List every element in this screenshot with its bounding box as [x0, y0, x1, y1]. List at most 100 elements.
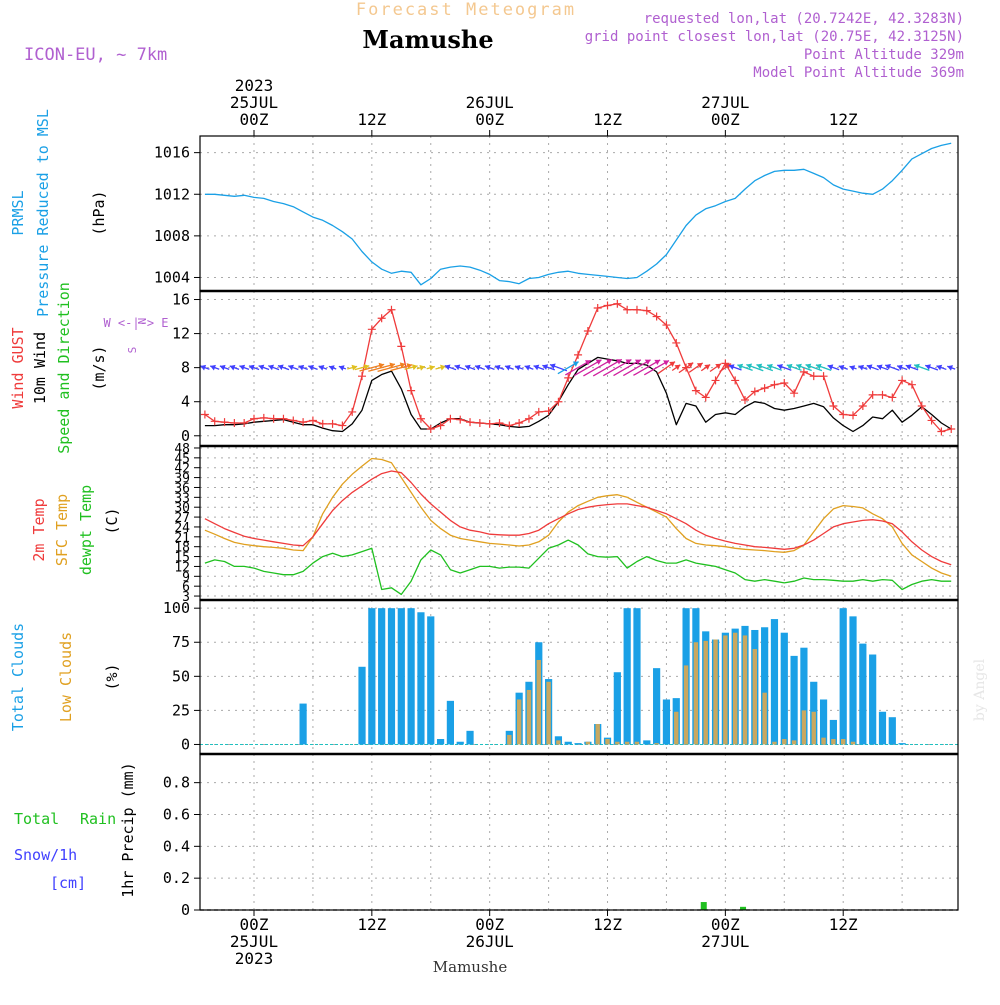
wind-arrow-head — [419, 364, 425, 371]
gust-point — [475, 419, 484, 428]
temp2m-label: 2m Temp — [30, 498, 48, 561]
low-cloud-bar — [811, 711, 816, 745]
wind-arrow — [925, 364, 939, 371]
gust-point — [515, 419, 524, 428]
gust-point — [907, 380, 916, 389]
wind-arrow-head — [663, 360, 669, 366]
pressure-label-long: Pressure Reduced to MSL — [34, 109, 52, 317]
wind-label: 10m Wind — [31, 332, 49, 404]
gust-point — [760, 384, 769, 393]
wind-arrow — [328, 365, 337, 371]
gust-point — [495, 419, 504, 428]
gust-point — [574, 350, 583, 359]
total-cloud-bar — [633, 608, 641, 745]
y-tick-label: 0.6 — [163, 805, 190, 823]
y-tick-label: 25 — [172, 701, 190, 719]
total-cloud-bar — [378, 608, 386, 745]
gust-point — [731, 376, 740, 385]
gust-point — [220, 418, 229, 427]
wind-arrow-head — [572, 361, 579, 367]
gust-point — [868, 390, 877, 399]
bottom-time-label: 26JUL — [466, 932, 514, 951]
total-cloud-bar — [829, 719, 837, 745]
wind-arrow-shaft — [623, 359, 651, 377]
wind-arrow — [657, 361, 676, 375]
wind-arrow-shaft — [583, 358, 613, 377]
total-cloud-bar — [623, 608, 631, 745]
wind-arrow-head — [412, 364, 418, 371]
wind-arrow — [474, 364, 486, 371]
model-label: ICON-EU, ~ 7km — [24, 45, 167, 65]
gust-point — [358, 372, 367, 381]
wind-arrow-shaft — [613, 359, 642, 377]
y-tick-label: 16 — [172, 291, 190, 309]
gust-point — [446, 414, 455, 423]
total-cloud-bar — [849, 616, 857, 745]
gust-point — [583, 327, 592, 336]
gust-point — [701, 393, 710, 402]
total-cloud-bar — [466, 730, 474, 745]
wind-arrow-head — [704, 364, 711, 370]
gust-point — [672, 338, 681, 347]
low-cloud-bar — [634, 741, 640, 745]
compass-west-east: W <-|-> E — [103, 316, 168, 330]
gust-point — [259, 413, 268, 422]
gust-point — [898, 376, 907, 385]
wind-arrow-head — [838, 364, 845, 371]
low-cloud-bar — [850, 741, 856, 745]
wind-arrow — [777, 363, 792, 371]
top-time-label: 12Z — [829, 110, 858, 129]
wind-arrow-head — [440, 364, 446, 371]
wind-arrow-head — [549, 363, 556, 370]
total-cloud-bar — [819, 699, 828, 745]
wind-arrow-head — [866, 364, 873, 371]
gust-point — [691, 386, 700, 395]
wind-arrow — [287, 364, 299, 371]
total-cloud-bar — [446, 700, 454, 745]
y-tick-label: 0.2 — [163, 869, 190, 887]
precip-snow-unit: [cm] — [50, 874, 86, 892]
low-clouds-label: Low Clouds — [57, 632, 75, 722]
gust-point — [741, 396, 749, 405]
total-cloud-bar — [427, 616, 435, 745]
low-cloud-bar — [654, 743, 659, 745]
gust-point — [849, 411, 858, 420]
gust-point — [250, 414, 258, 423]
wind-arrow — [359, 362, 385, 372]
gust-point — [485, 419, 494, 428]
model-altitude: Model Point Altitude 369m — [753, 65, 964, 81]
low-cloud-bar — [782, 739, 787, 745]
low-cloud-bar — [693, 642, 699, 745]
gust-point — [466, 418, 475, 427]
wind-arrow — [866, 364, 879, 371]
top-time-label: 00Z — [240, 110, 269, 129]
y-tick-label: 48 — [174, 442, 190, 457]
gust-point — [299, 418, 308, 427]
wind-arrow-head — [514, 365, 521, 371]
wind-arrow-head — [674, 364, 681, 371]
wind-arrow-shaft — [573, 359, 602, 377]
wind-arrow — [229, 364, 240, 371]
gust-point — [367, 325, 376, 334]
bottom-time-label: 00Z — [475, 915, 504, 934]
wind-arrow — [905, 364, 919, 371]
y-tick-label: 8 — [181, 359, 190, 377]
y-tick-label: 39 — [174, 472, 190, 487]
y-tick-label: 12 — [174, 560, 190, 575]
precip-axis-label: 1hr Precip (mm) — [119, 762, 137, 897]
y-tick-label: 15 — [174, 551, 190, 566]
wind-speed-line — [204, 356, 952, 433]
wind-arrow-head — [308, 364, 314, 371]
wind-arrow-head — [268, 364, 275, 371]
low-cloud-bar — [762, 692, 767, 745]
gust-point — [289, 416, 298, 425]
total-cloud-bar — [653, 668, 661, 745]
gust-point — [200, 410, 209, 419]
wind-arrow-head — [728, 364, 735, 370]
wind-arrow — [876, 364, 889, 371]
y-tick-label: 24 — [174, 521, 190, 536]
bottom-time-label: 00Z — [240, 915, 269, 934]
wind-arrow-head — [351, 364, 358, 371]
gust-point — [652, 312, 661, 321]
